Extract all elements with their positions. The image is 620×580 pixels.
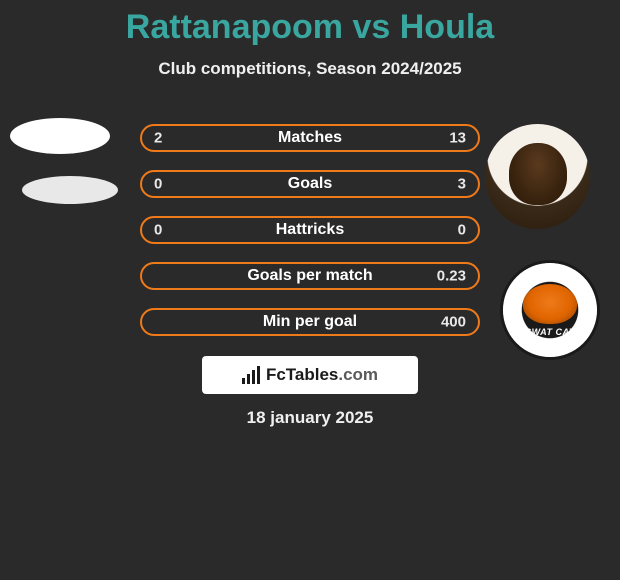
date-text: 18 january 2025 [0,408,620,428]
brand-bars-icon [242,366,262,384]
vs-text: vs [352,8,390,46]
swatcat-text: SWAT CAT [503,327,597,337]
stat-left: 0 [154,222,162,239]
player2-club-badge: SWAT CAT [500,260,600,360]
stat-row-goals: 0 Goals 3 [140,170,480,198]
subtitle: Club competitions, Season 2024/2025 [0,59,620,79]
brand-tld: .com [338,365,378,384]
stat-right: 0 [458,222,466,239]
player1-name: Rattanapoom [126,8,343,46]
stat-right: 13 [449,130,466,147]
player2-name: Houla [400,8,494,46]
stat-row-gpm: Goals per match 0.23 [140,262,480,290]
player1-club-placeholder [22,176,118,204]
stats-table: 2 Matches 13 0 Goals 3 0 Hattricks 0 Goa… [140,124,480,336]
stat-row-matches: 2 Matches 13 [140,124,480,152]
stat-right: 3 [458,176,466,193]
stat-row-hattricks: 0 Hattricks 0 [140,216,480,244]
player1-avatar-placeholder [10,118,110,154]
stat-label: Goals [288,175,332,193]
stat-right: 0.23 [437,268,466,285]
stat-label: Matches [278,129,342,147]
stat-label: Goals per match [247,267,372,285]
brand-text: FcTables.com [266,365,378,385]
stat-label: Min per goal [263,313,357,331]
stat-label: Hattricks [276,221,344,239]
stat-right: 400 [441,314,466,331]
swatcat-logo: SWAT CAT [503,263,597,357]
player2-avatar [485,124,590,229]
brand-watermark: FcTables.com [202,356,418,394]
brand-name: FcTables [266,365,338,384]
stat-left: 0 [154,176,162,193]
comparison-title: Rattanapoom vs Houla [0,0,620,47]
stat-row-mpg: Min per goal 400 [140,308,480,336]
stat-left: 2 [154,130,162,147]
